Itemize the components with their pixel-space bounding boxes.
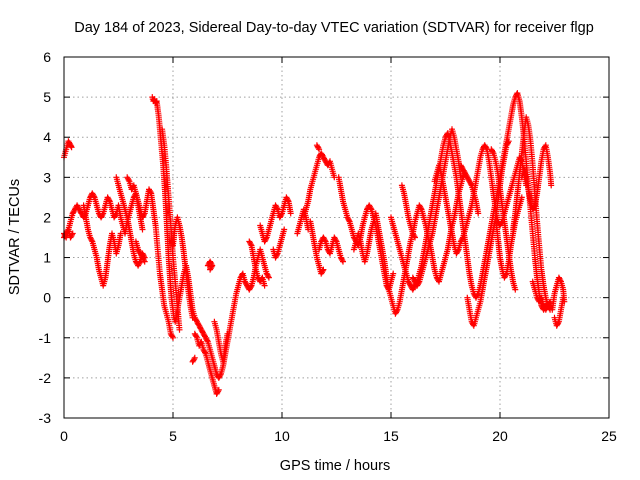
y-tick-label--2: -2 <box>39 370 52 386</box>
y-tick-label--1: -1 <box>39 330 52 346</box>
marks-trace-5 <box>113 174 148 269</box>
marks-trace-35 <box>529 274 568 313</box>
marks-trace-15 <box>246 238 268 289</box>
series-trace-19 <box>300 150 338 221</box>
series-trace-20 <box>313 142 323 153</box>
series-trace-26 <box>398 182 418 241</box>
marks-trace-24 <box>350 210 397 293</box>
marks-trace-36 <box>551 294 567 329</box>
marks-trace-26 <box>398 182 418 241</box>
y-axis-label: SDTVAR / TECUs <box>7 179 23 295</box>
marks-trace-16 <box>257 194 294 245</box>
series-trace-4 <box>80 202 124 289</box>
marks-trace-6 <box>124 174 146 233</box>
y-tick-label-3: 3 <box>43 169 51 185</box>
series-trace-10 <box>170 214 196 321</box>
y-tick-label-0: 0 <box>43 290 51 306</box>
y-tick-label-1: 1 <box>43 250 51 266</box>
series-trace-5 <box>113 174 148 269</box>
marks-trace-3 <box>61 226 76 241</box>
chart-title: Day 184 of 2023, Sidereal Day-to-day VTE… <box>74 20 594 36</box>
y-tick-label-4: 4 <box>43 129 51 145</box>
series-trace-16 <box>257 194 294 245</box>
series-trace-2 <box>61 186 176 341</box>
x-tick-label-20: 20 <box>492 428 508 444</box>
marks-trace-9 <box>159 126 183 333</box>
y-tick-label-5: 5 <box>43 89 51 105</box>
series-trace-34 <box>518 142 555 213</box>
marks-trace-2 <box>61 186 176 341</box>
series-trace-9 <box>159 126 183 333</box>
marks-trace-12 <box>211 318 231 365</box>
series-trace-15 <box>246 238 268 289</box>
x-tick-label-0: 0 <box>60 428 68 444</box>
y-tick-label-6: 6 <box>43 49 51 65</box>
x-axis-label: GPS time / hours <box>280 458 390 474</box>
x-tick-label-5: 5 <box>169 428 177 444</box>
series-trace-13 <box>204 258 216 273</box>
x-tick-label-10: 10 <box>274 428 290 444</box>
series-trace-7 <box>132 238 148 265</box>
series-trace-24 <box>350 210 397 293</box>
series-trace-12 <box>211 318 231 365</box>
marks-trace-29 <box>457 162 482 217</box>
marks-trace-10 <box>170 214 196 321</box>
series-trace-17 <box>270 226 288 261</box>
series-trace-1 <box>61 138 75 161</box>
marks-trace-7 <box>132 238 148 265</box>
marks-trace-14 <box>189 354 198 365</box>
x-tick-label-15: 15 <box>383 428 399 444</box>
axes: 0 5 10 15 20 25 -3 -2 -1 0 1 2 3 4 5 6 <box>39 49 617 444</box>
series-trace-21 <box>307 218 327 277</box>
marks-trace-22 <box>316 234 346 265</box>
data-marks <box>61 90 568 397</box>
series-trace-3 <box>61 226 76 241</box>
marks-trace-21 <box>307 218 327 277</box>
plot-frame <box>63 56 610 419</box>
series-trace-36 <box>551 294 567 329</box>
marks-trace-17 <box>270 226 288 261</box>
series-trace-29 <box>457 162 482 217</box>
marks-trace-20 <box>313 142 323 153</box>
series-trace-22 <box>316 234 346 265</box>
series-trace-11 <box>191 330 222 397</box>
y-tick-label-2: 2 <box>43 209 51 225</box>
marks-trace-4 <box>80 202 124 289</box>
marks-trace-1 <box>61 138 75 161</box>
series-trace-14 <box>189 354 198 365</box>
y-tick-label--3: -3 <box>39 410 52 426</box>
series-trace-35 <box>529 274 568 313</box>
marks-trace-34 <box>518 142 555 213</box>
x-tick-label-25: 25 <box>601 428 617 444</box>
marks-trace-13 <box>204 258 216 273</box>
series-trace-6 <box>124 174 146 233</box>
marks-trace-19 <box>300 150 338 221</box>
marks-trace-11 <box>191 330 222 397</box>
